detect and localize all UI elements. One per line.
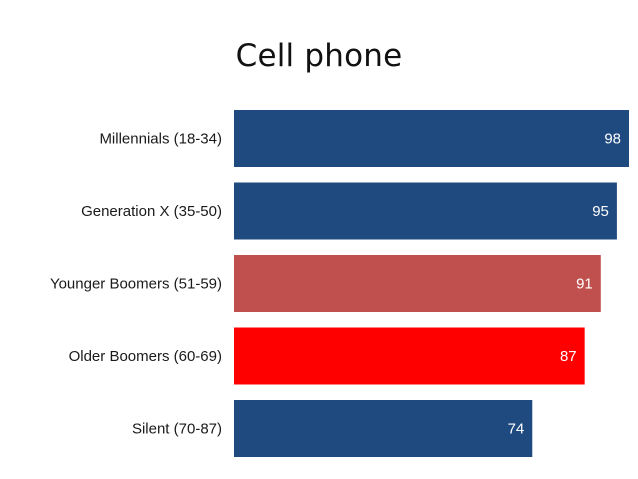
category-label-3: Older Boomers (60-69) — [69, 348, 222, 365]
bars-layer — [234, 110, 629, 457]
category-label-4: Silent (70-87) — [132, 421, 222, 438]
value-label-3: 87 — [560, 348, 577, 365]
value-label-1: 95 — [592, 203, 609, 220]
category-label-2: Younger Boomers (51-59) — [50, 276, 222, 293]
bar-0 — [234, 110, 629, 167]
bar-1 — [234, 182, 617, 240]
category-label-1: Generation X (35-50) — [81, 203, 222, 220]
value-labels-layer: 98 95 91 87 74 — [508, 131, 621, 438]
category-labels-layer: Millennials (18-34) Generation X (35-50) Y… — [50, 131, 222, 438]
bar-4 — [234, 400, 533, 457]
category-label-0: Millennials (18-34) — [99, 131, 222, 148]
bar-3 — [234, 327, 585, 385]
value-label-4: 74 — [508, 421, 525, 438]
value-label-0: 98 — [604, 131, 621, 148]
bar-2 — [234, 255, 601, 312]
chart-title: Cell phone — [235, 38, 403, 74]
value-label-2: 91 — [576, 276, 593, 293]
